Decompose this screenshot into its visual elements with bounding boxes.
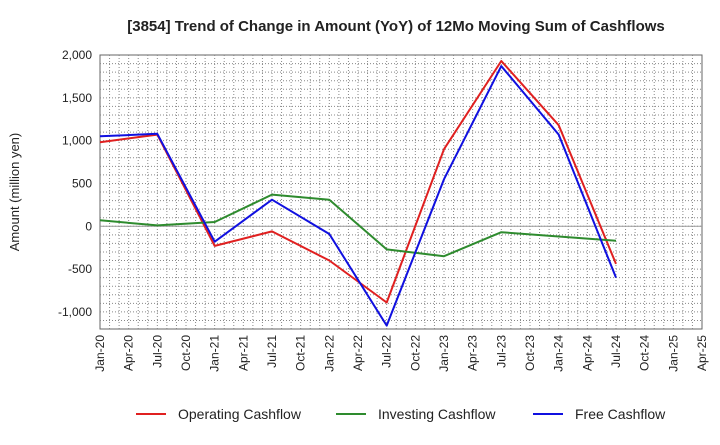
legend-label: Operating Cashflow — [178, 406, 302, 422]
x-tick-label: Oct-21 — [294, 335, 308, 371]
x-tick-label: Jul-22 — [380, 335, 394, 368]
legend-label: Free Cashflow — [575, 406, 666, 422]
x-tick-label: Apr-23 — [466, 335, 480, 371]
legend: Operating Cashflow Investing Cashflow Free… — [136, 406, 666, 422]
x-tick-label: Jan-22 — [322, 335, 336, 372]
y-tick-label: -1,000 — [58, 305, 92, 319]
x-tick-label: Oct-24 — [638, 335, 652, 371]
series-line — [99, 65, 617, 327]
x-tick-label: Jul-24 — [609, 335, 623, 368]
series-line — [99, 193, 617, 258]
x-tick-label: Jan-24 — [552, 335, 566, 372]
x-tick-label: Oct-22 — [408, 335, 422, 371]
series-lines — [99, 60, 617, 327]
x-tick-label: Oct-23 — [523, 335, 537, 371]
legend-label: Investing Cashflow — [378, 406, 496, 422]
x-tick-label: Jan-20 — [93, 335, 107, 372]
y-tick-label: 0 — [85, 219, 92, 233]
x-tick-label: Jan-21 — [208, 335, 222, 372]
y-tick-label: 500 — [72, 176, 92, 190]
x-tick-label: Jul-20 — [150, 335, 164, 368]
y-tick-label: 2,000 — [62, 48, 92, 62]
x-tick-label: Jan-25 — [666, 335, 680, 372]
x-tick-label: Jul-21 — [265, 335, 279, 368]
chart-title: [3854] Trend of Change in Amount (YoY) o… — [127, 18, 665, 35]
y-axis-ticks: 2,000 1,500 1,000 500 0 -500 -1,000 — [58, 48, 92, 319]
x-tick-label: Apr-20 — [122, 335, 136, 371]
x-tick-label: Apr-22 — [351, 335, 365, 371]
x-tick-label: Oct-20 — [179, 335, 193, 371]
x-tick-label: Apr-21 — [236, 335, 250, 371]
x-axis-ticks: Jan-20 Apr-20 Jul-20 Oct-20 Jan-21 Apr-21 Jul-… — [93, 335, 709, 372]
x-tick-label: Apr-24 — [580, 335, 594, 371]
x-tick-label: Jul-23 — [494, 335, 508, 368]
y-tick-label: 1,000 — [62, 134, 92, 148]
y-tick-label: -500 — [68, 262, 92, 276]
x-tick-label: Jan-23 — [437, 335, 451, 372]
y-axis-label: Amount (million yen) — [7, 133, 22, 252]
grid — [100, 55, 702, 329]
y-tick-label: 1,500 — [62, 91, 92, 105]
x-tick-label: Apr-25 — [695, 335, 709, 371]
